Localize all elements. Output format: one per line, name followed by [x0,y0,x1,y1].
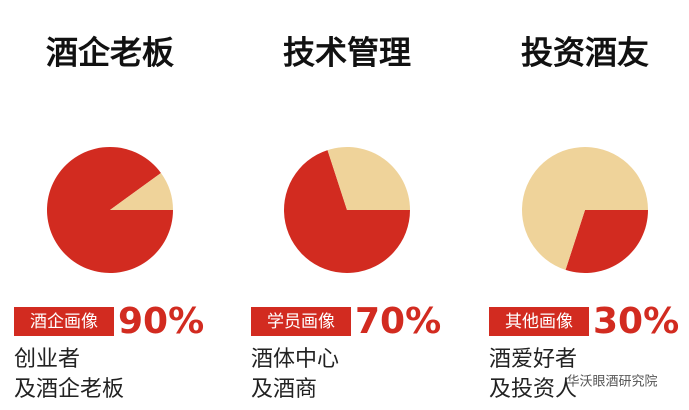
description: 创业者 [14,347,80,372]
description: 及酒商 [251,377,317,402]
watermark: 华沃眼酒研究院 [566,375,657,390]
description: 及投资人 [489,377,577,402]
tag-label: 其他画像 [505,312,573,332]
pie-slice [47,147,173,274]
tag-background [14,307,114,336]
description: 酒爱好者 [489,347,577,372]
tag-background [489,307,589,336]
pie-slice [284,150,410,273]
description: 及酒企老板 [14,377,124,402]
chart-title: 酒企老板 [46,34,174,72]
tag-background [251,307,351,336]
pie-slice [565,210,648,273]
chart-title: 投资酒友 [521,34,649,72]
percent-label: 90% [118,301,204,342]
percent-label: 30% [593,301,679,342]
chart-title: 技术管理 [283,34,411,72]
tag-label: 学员画像 [267,312,335,332]
description: 酒体中心 [251,347,339,372]
tag-label: 酒企画像 [30,312,98,332]
pie-slice [522,147,648,270]
pie-slice [327,146,410,210]
pie-slice [110,172,173,210]
percent-label: 70% [355,301,441,342]
